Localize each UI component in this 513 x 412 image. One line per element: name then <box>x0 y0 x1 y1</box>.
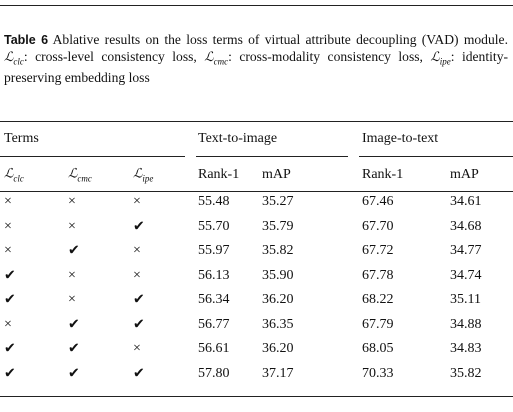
table-cell: 37.17 <box>262 365 294 381</box>
table-cell: × <box>133 194 141 209</box>
table-cell: 34.61 <box>450 194 482 209</box>
group-rule <box>196 156 348 157</box>
subscript: ipe <box>142 173 154 184</box>
table-cell: × <box>4 243 12 258</box>
table-cell: 67.70 <box>362 218 394 234</box>
symbol: ℒ <box>4 166 14 182</box>
table-cell: ✔ <box>68 366 80 381</box>
table-cell: ✔ <box>4 268 16 283</box>
table-cell: 67.79 <box>362 316 394 332</box>
column-group-header: Image-to-text <box>362 131 439 146</box>
table-cell: 35.90 <box>262 267 294 283</box>
column-header: mAP <box>262 167 291 182</box>
table-cell: ✔ <box>4 341 16 357</box>
table-cell: 57.80 <box>198 365 230 381</box>
table-cell: ✔ <box>133 317 145 332</box>
top-rule <box>0 5 513 6</box>
symbol: ℒ <box>68 166 78 182</box>
table-cell: × <box>133 341 141 356</box>
table-cell: 67.72 <box>362 243 394 258</box>
table-cell: 34.88 <box>450 316 482 332</box>
column-header: ℒclc <box>4 167 24 184</box>
table-top-rule <box>0 121 513 122</box>
table-cell: 68.22 <box>362 292 394 307</box>
caption-text: : identity-preserving embedding loss <box>4 48 509 85</box>
table-cell: × <box>133 243 141 258</box>
table-cell: 67.78 <box>362 267 394 283</box>
table-cell: 35.27 <box>262 194 294 209</box>
caption-text: Ablative results on the loss terms of vi… <box>52 32 508 47</box>
table-cell: 56.34 <box>198 292 230 307</box>
table-cell: 56.13 <box>198 267 230 283</box>
table-cell: ✔ <box>133 366 145 381</box>
subscript: cmc <box>77 173 92 184</box>
subscript: ipe <box>439 56 451 67</box>
table-cell: 56.77 <box>198 316 230 332</box>
table-cell: 55.48 <box>198 194 230 209</box>
table-cell: 68.05 <box>362 341 394 356</box>
table-cell: 34.83 <box>450 341 482 356</box>
table-cell: ✔ <box>4 366 16 381</box>
caption: Table 6 Ablative results on the loss ter… <box>4 32 508 86</box>
column-header: ℒipe <box>133 167 153 184</box>
table-cell: × <box>68 267 76 283</box>
table-cell: 36.20 <box>262 341 294 356</box>
caption-label: Table 6 <box>4 33 49 47</box>
symbol: ℒ <box>133 166 143 182</box>
table-cell: ✔ <box>68 341 80 357</box>
table-cell: 36.35 <box>262 316 294 332</box>
table-cell: ✔ <box>133 292 145 308</box>
table-cell: 67.46 <box>362 194 394 209</box>
table-cell: 35.82 <box>262 243 294 258</box>
caption-text: ℒipe <box>430 49 451 67</box>
table-cell: 56.61 <box>198 341 230 356</box>
column-header: ℒcmc <box>68 167 92 184</box>
symbol: ℒ <box>4 49 14 65</box>
caption-text: : cross-level consistency loss, <box>23 48 205 64</box>
column-group-header: Terms <box>4 131 39 146</box>
column-group-header: Text-to-image <box>198 131 278 146</box>
subscript: clc <box>13 56 24 67</box>
table-cell: 35.11 <box>450 292 481 307</box>
column-header: Rank-1 <box>362 167 404 182</box>
group-rule <box>0 156 185 157</box>
column-header: mAP <box>450 167 479 182</box>
table-cell: × <box>68 292 76 307</box>
table-cell: ✔ <box>68 317 80 332</box>
table-cell: × <box>4 194 12 209</box>
table-cell: × <box>68 218 76 234</box>
table-cell: 34.74 <box>450 267 482 283</box>
table-cell: 34.68 <box>450 218 482 234</box>
table-cell: 55.97 <box>198 243 230 258</box>
table-cell: × <box>4 218 12 234</box>
caption-text: ℒcmc <box>204 49 229 67</box>
table-cell: ✔ <box>4 292 16 308</box>
subscript: clc <box>13 173 24 184</box>
header-rule <box>0 191 513 192</box>
table-cell: 36.20 <box>262 292 294 307</box>
caption-text: : cross-modality consistency loss, <box>228 48 431 64</box>
group-rule <box>359 156 513 157</box>
table-cell: 55.70 <box>198 218 230 234</box>
bottom-rule <box>0 396 513 397</box>
symbol: ℒ <box>430 49 440 65</box>
table-cell: ✔ <box>133 219 145 234</box>
symbol: ℒ <box>204 49 214 65</box>
table-cell: 35.79 <box>262 218 294 234</box>
table-cell: × <box>133 267 141 283</box>
table-cell: 70.33 <box>362 365 394 381</box>
table-cell: ✔ <box>68 243 80 259</box>
caption-text: ℒclc <box>4 49 24 67</box>
table-cell: 34.77 <box>450 243 482 258</box>
column-header: Rank-1 <box>198 167 240 182</box>
table-cell: × <box>68 194 76 209</box>
subscript: cmc <box>213 56 229 67</box>
table-cell: × <box>4 316 12 332</box>
table-cell: 35.82 <box>450 365 482 381</box>
